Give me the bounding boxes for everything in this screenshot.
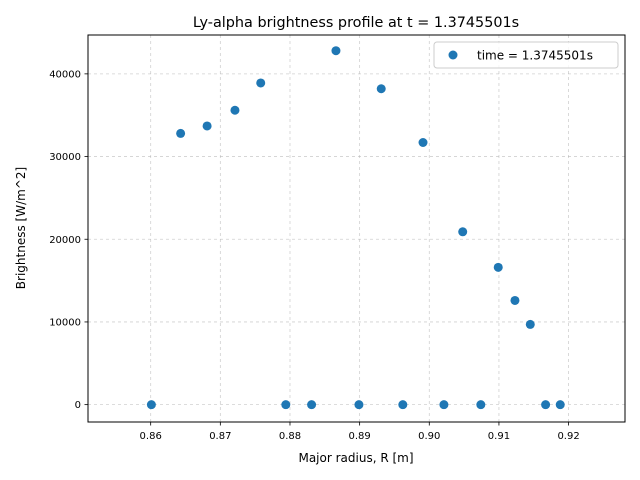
legend-marker bbox=[448, 50, 458, 60]
x-tick-label: 0.90 bbox=[418, 431, 440, 442]
x-tick-label: 0.86 bbox=[140, 431, 162, 442]
data-point bbox=[281, 400, 291, 410]
legend-box bbox=[433, 41, 619, 69]
data-point bbox=[331, 46, 341, 56]
data-point bbox=[256, 78, 266, 88]
x-tick-label: 0.91 bbox=[488, 431, 510, 442]
data-point bbox=[525, 319, 535, 329]
data-points bbox=[146, 46, 565, 410]
data-point bbox=[146, 400, 156, 410]
data-point bbox=[176, 128, 186, 138]
grid-lines bbox=[88, 35, 625, 422]
data-point bbox=[555, 400, 565, 410]
data-point bbox=[439, 400, 449, 410]
data-point bbox=[202, 121, 212, 131]
y-tick-label: 40000 bbox=[49, 69, 81, 80]
data-point bbox=[493, 262, 503, 272]
y-axis-label: Brightness [W/m^2] bbox=[14, 167, 28, 289]
y-tick-label: 10000 bbox=[49, 317, 81, 328]
legend-label: time = 1.3745501s bbox=[477, 49, 593, 63]
x-tick-label: 0.87 bbox=[209, 431, 231, 442]
data-point bbox=[307, 400, 317, 410]
data-point bbox=[510, 295, 520, 305]
data-point bbox=[476, 400, 486, 410]
x-tick-label: 0.88 bbox=[279, 431, 301, 442]
x-tick-label: 0.92 bbox=[557, 431, 579, 442]
y-axis-ticks: 0 10000 20000 30000 40000 bbox=[49, 69, 88, 411]
y-tick-label: 20000 bbox=[49, 235, 81, 246]
plot-area-frame bbox=[87, 34, 626, 423]
data-point bbox=[376, 84, 386, 94]
data-point bbox=[398, 400, 408, 410]
data-point bbox=[458, 227, 468, 237]
chart-title: Ly-alpha brightness profile at t = 1.374… bbox=[193, 15, 519, 31]
data-point bbox=[354, 400, 364, 410]
data-point bbox=[230, 105, 240, 115]
x-tick-label: 0.89 bbox=[349, 431, 371, 442]
data-point bbox=[541, 400, 551, 410]
x-axis-ticks: 0.86 0.87 0.88 0.89 0.90 0.91 0.92 bbox=[140, 422, 580, 442]
y-tick-label: 0 bbox=[75, 400, 81, 411]
y-tick-label: 30000 bbox=[49, 152, 81, 163]
legend: time = 1.3745501s bbox=[433, 41, 619, 69]
data-point bbox=[418, 138, 428, 147]
x-axis-label: Major radius, R [m] bbox=[298, 451, 413, 465]
